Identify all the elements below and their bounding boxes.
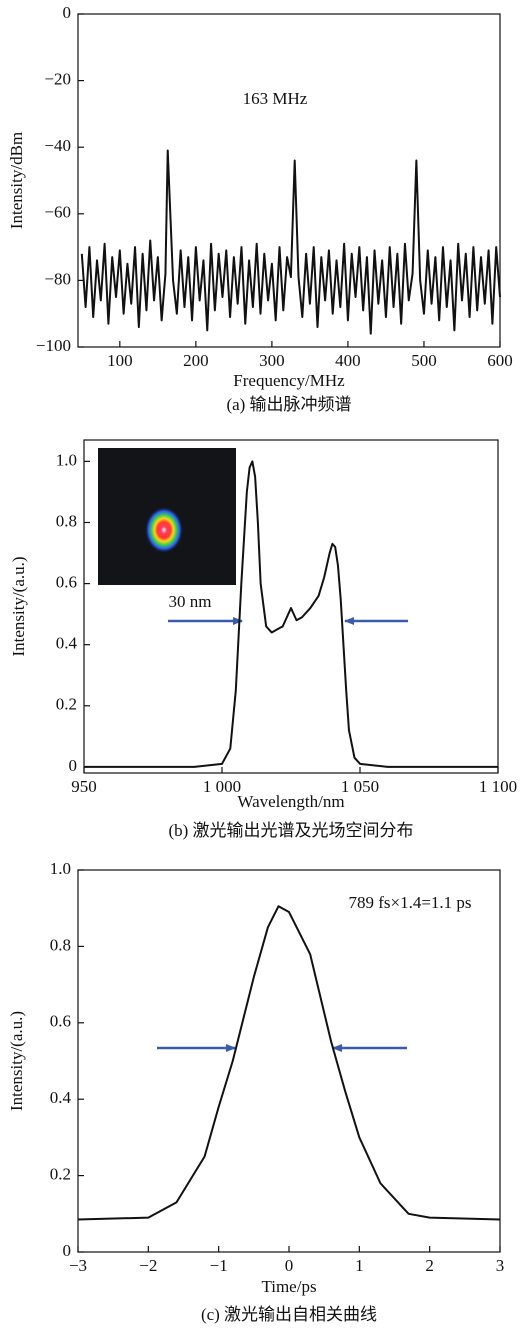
x-tick-label: 200 <box>183 351 209 370</box>
y-tick-label: −60 <box>44 203 71 222</box>
y-tick-label: 0.8 <box>50 935 71 954</box>
plot-frame <box>83 439 499 774</box>
y-tick-label: 0.6 <box>50 1012 71 1031</box>
y-tick-label: −40 <box>44 136 71 155</box>
y-tick-label: 1.0 <box>50 859 71 878</box>
x-tick-label: 1 <box>355 1256 364 1275</box>
y-tick-label: 0 <box>69 756 78 775</box>
annotation: 789 fs×1.4=1.1 ps <box>348 893 471 912</box>
x-tick-label: −3 <box>69 1256 87 1275</box>
x-tick-label: 500 <box>411 351 437 370</box>
caption: (c) 激光输出自相关曲线 <box>201 1305 377 1324</box>
y-tick-label: 0 <box>63 3 72 22</box>
y-tick-label: 0.8 <box>56 511 77 530</box>
x-tick-label: 100 <box>107 351 133 370</box>
x-axis-label: Time/ps <box>261 1277 316 1296</box>
y-tick-label: −80 <box>44 269 71 288</box>
x-tick-label: 400 <box>335 351 361 370</box>
y-tick-label: 0.2 <box>50 1165 71 1184</box>
x-tick-label: 300 <box>259 351 285 370</box>
x-tick-label: 1 000 <box>203 777 241 796</box>
x-tick-label: 600 <box>487 351 513 370</box>
y-tick-label: −20 <box>44 70 71 89</box>
x-tick-label: −1 <box>210 1256 228 1275</box>
data-line <box>84 460 498 768</box>
x-axis-label: Frequency/MHz <box>233 371 345 390</box>
plot-frame <box>77 13 501 348</box>
x-tick-label: 1 100 <box>479 777 517 796</box>
x-tick-label: 2 <box>425 1256 434 1275</box>
x-axis-label: Wavelength/nm <box>237 792 344 811</box>
x-tick-label: 0 <box>285 1256 294 1275</box>
x-tick-label: 3 <box>496 1256 505 1275</box>
y-tick-label: −100 <box>36 336 71 355</box>
x-tick-label: 1 050 <box>341 777 379 796</box>
y-axis-label: Intensity/dBm <box>7 132 26 229</box>
y-tick-label: 0.4 <box>56 634 78 653</box>
y-tick-label: 1.0 <box>56 450 77 469</box>
y-tick-label: 0.6 <box>56 572 77 591</box>
x-tick-label: −2 <box>139 1256 157 1275</box>
data-line <box>77 905 501 1221</box>
annotation: 30 nm <box>169 592 212 611</box>
caption: (a) 输出脉冲频谱 <box>226 395 351 414</box>
inset-image <box>98 448 236 585</box>
y-tick-label: 0 <box>63 1241 72 1260</box>
annotation: 163 MHz <box>243 89 308 108</box>
y-axis-label: Intensity/(a.u.) <box>7 1011 26 1111</box>
y-tick-label: 0.4 <box>50 1088 72 1107</box>
y-axis-label: Intensity/(a.u.) <box>9 556 28 656</box>
plot-frame <box>77 869 501 1253</box>
x-tick-label: 950 <box>71 777 97 796</box>
y-tick-label: 0.2 <box>56 695 77 714</box>
caption: (b) 激光输出光谱及光场空间分布 <box>168 821 413 840</box>
data-line <box>80 149 501 335</box>
